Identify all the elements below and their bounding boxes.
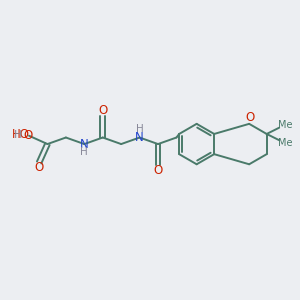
Text: O: O xyxy=(34,161,44,174)
Text: Me: Me xyxy=(278,138,293,148)
Text: O: O xyxy=(98,104,107,117)
Text: Me: Me xyxy=(278,120,293,130)
Text: O: O xyxy=(153,164,163,177)
Text: H: H xyxy=(80,147,88,158)
Text: HO: HO xyxy=(12,128,30,141)
Text: N: N xyxy=(80,138,89,151)
Text: O: O xyxy=(24,129,33,142)
Text: O: O xyxy=(245,111,254,124)
Text: H: H xyxy=(136,124,143,134)
Text: H: H xyxy=(14,130,22,140)
Text: N: N xyxy=(135,131,144,144)
